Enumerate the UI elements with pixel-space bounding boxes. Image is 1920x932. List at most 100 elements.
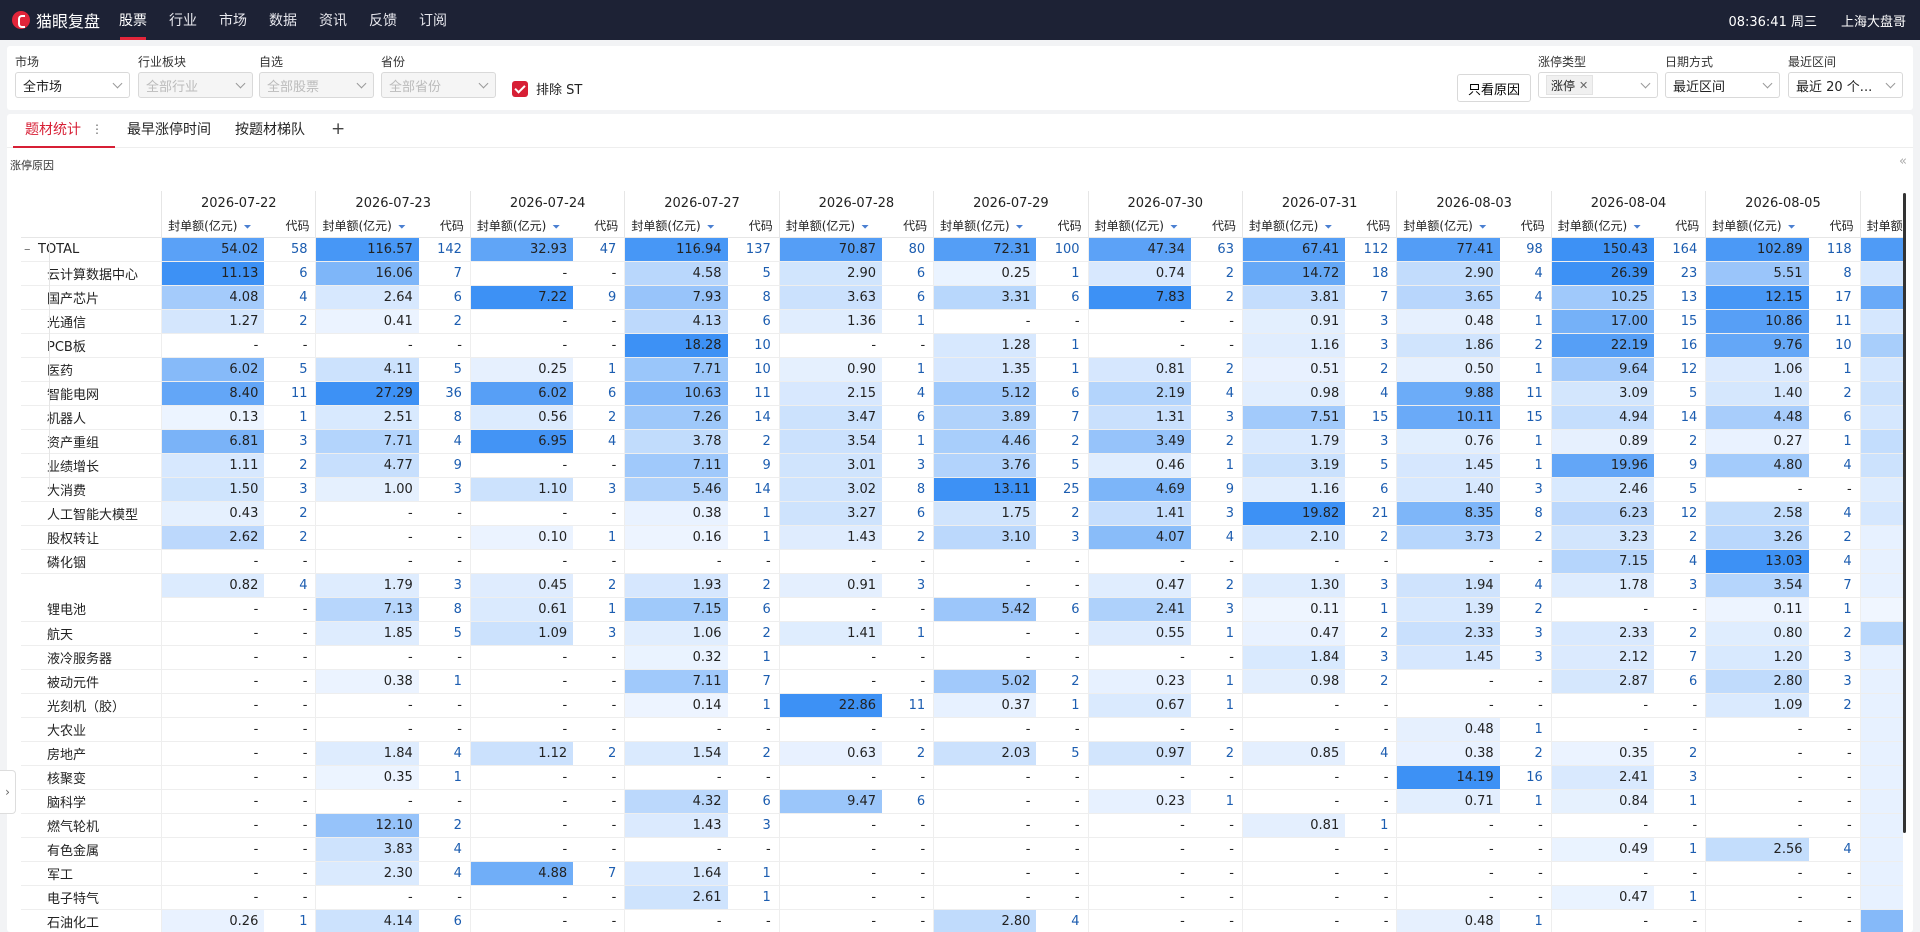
theme-name[interactable]: 人工智能大模型: [21, 501, 162, 526]
count-cell[interactable]: 4: [1190, 381, 1243, 406]
count-cell[interactable]: 2: [1654, 525, 1706, 550]
amount-cell[interactable]: -: [778, 645, 883, 670]
count-cell[interactable]: -: [418, 717, 471, 742]
amount-cell[interactable]: -: [315, 885, 419, 910]
amount-cell[interactable]: -: [778, 885, 883, 910]
count-cell[interactable]: -: [1808, 477, 1861, 502]
amount-cell[interactable]: 0.55: [1087, 621, 1191, 646]
count-cell[interactable]: 2: [727, 429, 780, 454]
theme-name[interactable]: 大农业: [21, 717, 162, 742]
amount-cell[interactable]: 10.86: [1705, 309, 1809, 334]
count-cell[interactable]: -: [418, 549, 471, 574]
count-cell[interactable]: 1: [1499, 789, 1552, 814]
count-cell[interactable]: 6: [1654, 669, 1706, 694]
count-cell[interactable]: 6: [727, 309, 780, 334]
amount-cell[interactable]: -: [933, 573, 1037, 598]
amount-cell[interactable]: 4.13: [624, 309, 728, 334]
amount-cell[interactable]: 7.15: [624, 597, 728, 622]
province-select[interactable]: 全部省份: [381, 72, 496, 98]
amount-cell[interactable]: 1.79: [1241, 429, 1346, 454]
theme-name[interactable]: 业绩增长: [21, 453, 162, 478]
amount-cell[interactable]: 22.19: [1550, 333, 1655, 358]
amount-cell[interactable]: 0.43: [161, 501, 265, 526]
count-cell[interactable]: 2: [727, 741, 780, 766]
count-cell[interactable]: 4: [1036, 909, 1089, 932]
nav-item[interactable]: 反馈: [369, 13, 397, 29]
amount-cell[interactable]: 16.06: [315, 261, 419, 286]
count-cell[interactable]: -: [573, 717, 625, 742]
count-cell[interactable]: 3: [1190, 597, 1243, 622]
count-cell[interactable]: 4: [418, 837, 471, 862]
count-cell[interactable]: 1: [1190, 453, 1243, 478]
amount-cell[interactable]: -: [1087, 885, 1191, 910]
amount-cell[interactable]: -: [933, 645, 1037, 670]
count-cell[interactable]: 2: [1190, 285, 1243, 310]
amount-cell[interactable]: -: [1550, 861, 1655, 886]
amount-cell[interactable]: 0.49: [1550, 837, 1655, 862]
count-cell[interactable]: 3: [1808, 645, 1861, 670]
count-cell[interactable]: 3: [1345, 309, 1397, 334]
amount-cell[interactable]: 0.26: [161, 909, 265, 932]
count-cell[interactable]: -: [1808, 813, 1861, 838]
count-cell[interactable]: 2: [1190, 261, 1243, 286]
theme-name[interactable]: 燃气轮机: [21, 813, 162, 838]
filter-icon[interactable]: ⏷: [861, 222, 870, 234]
amount-cell[interactable]: 0.25: [933, 261, 1037, 286]
amount-cell[interactable]: -: [1396, 885, 1500, 910]
amount-cell[interactable]: 0.47: [1241, 621, 1346, 646]
expand-side-icon[interactable]: ›: [0, 770, 16, 814]
theme-name[interactable]: 液冷服务器: [21, 645, 162, 670]
amount-cell[interactable]: 0.38: [1396, 741, 1500, 766]
count-cell[interactable]: 2: [1499, 597, 1552, 622]
amount-cell[interactable]: 19.82: [1241, 501, 1346, 526]
count-cell[interactable]: 1: [1190, 669, 1243, 694]
count-cell[interactable]: -: [1499, 885, 1552, 910]
count-cell[interactable]: 1: [573, 597, 625, 622]
count-cell[interactable]: 2: [573, 741, 625, 766]
theme-name[interactable]: 被动元件: [21, 669, 162, 694]
count-cell[interactable]: 8: [1808, 261, 1861, 286]
amount-cell[interactable]: 3.65: [1396, 285, 1500, 310]
count-header[interactable]: 代码: [1036, 215, 1089, 238]
count-cell[interactable]: 2: [1808, 693, 1861, 718]
count-cell[interactable]: 8: [418, 597, 471, 622]
amount-cell[interactable]: -: [469, 885, 574, 910]
count-cell[interactable]: -: [1808, 861, 1861, 886]
count-cell[interactable]: 4: [1499, 285, 1552, 310]
count-cell[interactable]: -: [1654, 909, 1706, 932]
filter-icon[interactable]: ⏷: [1633, 222, 1642, 234]
count-cell[interactable]: 2: [727, 573, 780, 598]
count-cell[interactable]: 4: [1808, 501, 1861, 526]
count-cell[interactable]: 5: [1654, 477, 1706, 502]
count-cell[interactable]: -: [1190, 333, 1243, 358]
table-row[interactable]: 机器人 0.13 1 2.51 8 0.56 2 7.26 14 3.47 6 3.89 7 1.31 3 7…: [21, 405, 1903, 430]
amount-cell[interactable]: -: [1087, 861, 1191, 886]
count-cell[interactable]: 4: [882, 381, 934, 406]
count-cell[interactable]: 7: [573, 861, 625, 886]
amount-cell[interactable]: 5.12: [933, 381, 1037, 406]
amount-header[interactable]: 封单额(亿元) ⏷: [161, 215, 265, 238]
amount-cell[interactable]: -: [933, 813, 1037, 838]
amount-cell[interactable]: 5.02: [933, 669, 1037, 694]
amount-cell[interactable]: 3.89: [933, 405, 1037, 430]
count-cell[interactable]: 1: [573, 357, 625, 382]
amount-cell[interactable]: -: [469, 501, 574, 526]
count-cell[interactable]: -: [264, 645, 316, 670]
amount-cell[interactable]: 1.41: [778, 621, 883, 646]
count-cell[interactable]: 3: [1345, 573, 1397, 598]
user-name[interactable]: 上海大盘哥: [1840, 14, 1906, 30]
amount-cell[interactable]: 0.51: [1241, 357, 1346, 382]
count-cell[interactable]: 2: [1036, 429, 1089, 454]
table-row[interactable]: 人工智能大模型 0.43 2- - - -0.38 1 3.27 6 1.75 2 1.41 3 19.8…: [21, 501, 1903, 526]
amount-cell[interactable]: -: [1396, 861, 1500, 886]
amount-cell[interactable]: -: [1087, 717, 1191, 742]
count-cell[interactable]: 11: [1499, 381, 1552, 406]
amount-cell[interactable]: 3.54: [1705, 573, 1809, 598]
amount-cell[interactable]: 6.02: [161, 357, 265, 382]
amount-cell[interactable]: -: [161, 741, 265, 766]
count-cell[interactable]: 3: [573, 477, 625, 502]
amount-cell[interactable]: 4.58: [624, 261, 728, 286]
count-cell[interactable]: -: [882, 717, 934, 742]
amount-cell[interactable]: -: [1705, 909, 1809, 932]
amount-cell[interactable]: -: [469, 765, 574, 790]
